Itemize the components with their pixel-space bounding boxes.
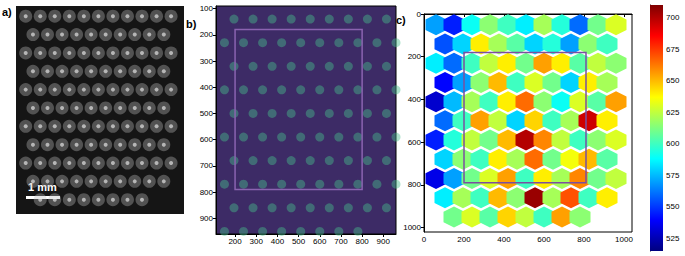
svg-text:525: 525 xyxy=(666,234,680,243)
svg-text:700: 700 xyxy=(200,161,214,170)
svg-text:600: 600 xyxy=(200,135,214,144)
svg-text:650: 650 xyxy=(666,76,680,85)
svg-text:200: 200 xyxy=(200,30,214,39)
svg-text:100: 100 xyxy=(200,4,214,13)
svg-text:400: 400 xyxy=(408,95,422,104)
svg-text:400: 400 xyxy=(271,237,285,246)
svg-text:800: 800 xyxy=(577,235,591,244)
svg-text:1000: 1000 xyxy=(615,235,633,244)
svg-text:0: 0 xyxy=(417,10,422,19)
svg-text:550: 550 xyxy=(666,202,680,211)
svg-text:200: 200 xyxy=(228,237,242,246)
svg-text:575: 575 xyxy=(666,171,680,180)
svg-text:300: 300 xyxy=(250,237,264,246)
svg-text:500: 500 xyxy=(292,237,306,246)
svg-text:300: 300 xyxy=(200,57,214,66)
svg-text:200: 200 xyxy=(408,52,422,61)
svg-text:675: 675 xyxy=(666,45,680,54)
svg-text:400: 400 xyxy=(497,235,511,244)
svg-text:a): a) xyxy=(2,6,12,18)
svg-text:800: 800 xyxy=(408,180,422,189)
svg-text:500: 500 xyxy=(200,109,214,118)
svg-text:b): b) xyxy=(186,18,197,30)
svg-text:900: 900 xyxy=(200,214,214,223)
svg-text:c): c) xyxy=(396,14,406,26)
svg-text:700: 700 xyxy=(666,13,680,22)
svg-text:700: 700 xyxy=(334,237,348,246)
svg-text:600: 600 xyxy=(666,139,680,148)
svg-text:800: 800 xyxy=(200,188,214,197)
svg-text:0: 0 xyxy=(422,235,427,244)
svg-text:900: 900 xyxy=(377,237,391,246)
svg-text:400: 400 xyxy=(200,83,214,92)
svg-text:600: 600 xyxy=(313,237,327,246)
svg-text:800: 800 xyxy=(355,237,369,246)
svg-text:1000: 1000 xyxy=(403,223,421,232)
svg-text:625: 625 xyxy=(666,108,680,117)
svg-text:600: 600 xyxy=(537,235,551,244)
svg-text:200: 200 xyxy=(457,235,471,244)
svg-text:600: 600 xyxy=(408,138,422,147)
